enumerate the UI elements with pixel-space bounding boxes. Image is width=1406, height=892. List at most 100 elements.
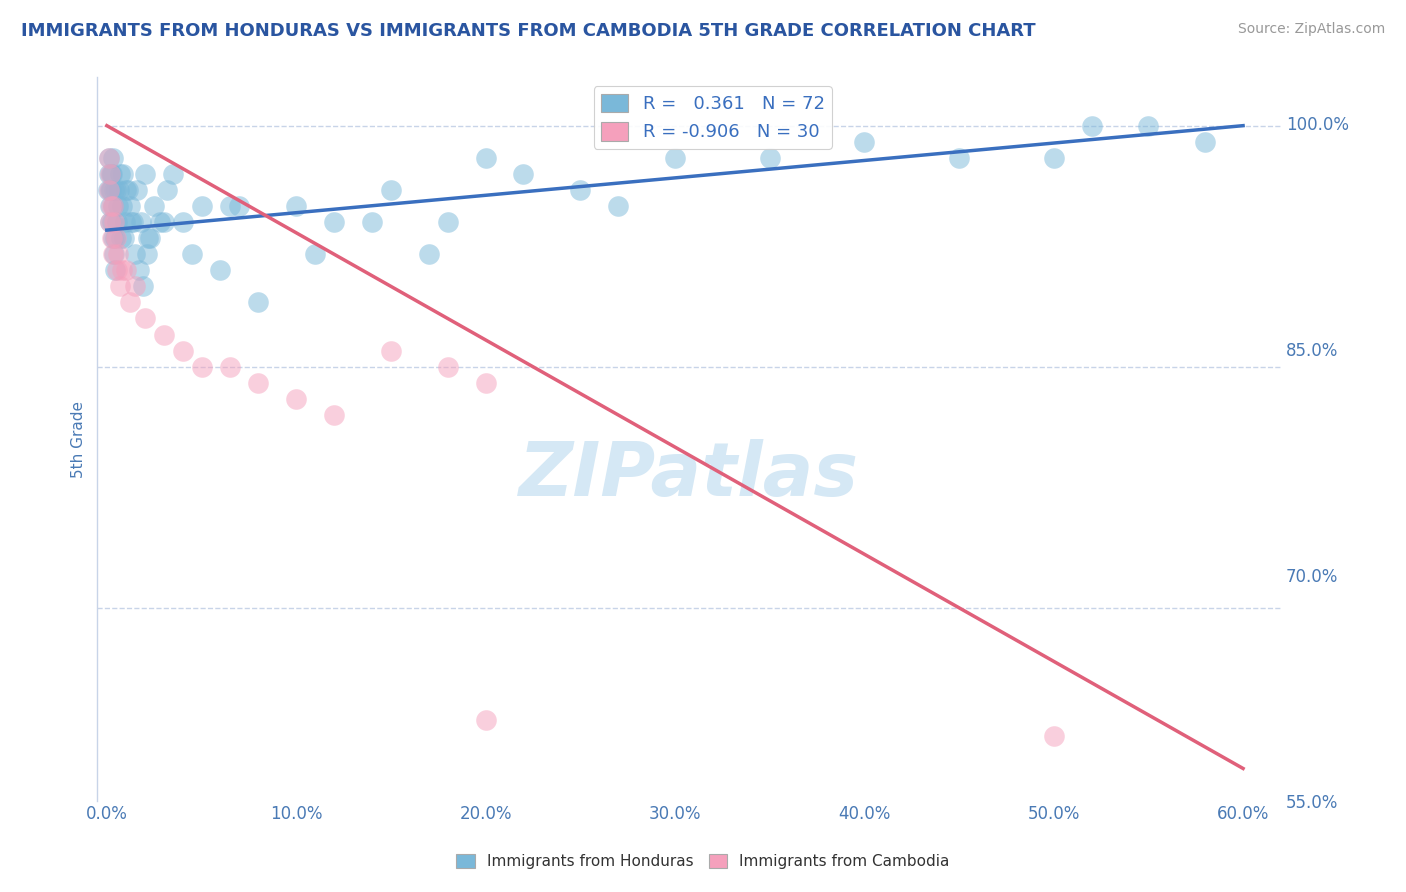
- Point: [758, 151, 780, 165]
- Point: [569, 183, 592, 197]
- Point: [105, 231, 128, 245]
- Point: [111, 199, 134, 213]
- Point: [120, 215, 142, 229]
- Point: [474, 376, 496, 390]
- Point: [98, 183, 121, 197]
- Point: [209, 263, 232, 277]
- Point: [436, 215, 458, 229]
- Point: [108, 167, 131, 181]
- Point: [361, 215, 384, 229]
- Point: [172, 215, 194, 229]
- Point: [103, 247, 125, 261]
- Point: [129, 215, 152, 229]
- Point: [114, 215, 136, 229]
- Point: [98, 167, 121, 181]
- Point: [107, 247, 129, 261]
- Point: [127, 183, 149, 197]
- Text: IMMIGRANTS FROM HONDURAS VS IMMIGRANTS FROM CAMBODIA 5TH GRADE CORRELATION CHART: IMMIGRANTS FROM HONDURAS VS IMMIGRANTS F…: [21, 22, 1036, 40]
- Point: [104, 231, 127, 245]
- Point: [1080, 119, 1102, 133]
- Point: [105, 215, 128, 229]
- Point: [114, 183, 136, 197]
- Point: [118, 199, 141, 213]
- Point: [149, 215, 172, 229]
- Point: [607, 199, 630, 213]
- Point: [100, 231, 122, 245]
- Point: [304, 247, 326, 261]
- Point: [100, 199, 122, 213]
- Point: [104, 263, 127, 277]
- Point: [162, 167, 184, 181]
- Point: [100, 183, 122, 197]
- Point: [118, 295, 141, 310]
- Point: [181, 247, 204, 261]
- Point: [1194, 135, 1216, 149]
- Point: [172, 343, 194, 358]
- Point: [124, 247, 146, 261]
- Point: [474, 151, 496, 165]
- Point: [97, 183, 120, 197]
- Point: [219, 199, 242, 213]
- Text: ZIPatlas: ZIPatlas: [519, 439, 859, 512]
- Point: [103, 215, 125, 229]
- Point: [285, 199, 308, 213]
- Point: [436, 359, 458, 374]
- Point: [103, 247, 125, 261]
- Point: [323, 408, 346, 422]
- Point: [101, 231, 124, 245]
- Point: [190, 359, 212, 374]
- Legend: R =   0.361   N = 72, R = -0.906   N = 30: R = 0.361 N = 72, R = -0.906 N = 30: [593, 87, 832, 149]
- Point: [152, 215, 174, 229]
- Point: [380, 183, 402, 197]
- Point: [143, 199, 166, 213]
- Legend: Immigrants from Honduras, Immigrants from Cambodia: Immigrants from Honduras, Immigrants fro…: [450, 848, 956, 875]
- Point: [285, 392, 308, 406]
- Point: [103, 151, 125, 165]
- Point: [1042, 729, 1064, 743]
- Point: [380, 343, 402, 358]
- Point: [98, 167, 121, 181]
- Point: [152, 327, 174, 342]
- Point: [124, 279, 146, 293]
- Point: [512, 167, 534, 181]
- Point: [108, 279, 131, 293]
- Point: [108, 183, 131, 197]
- Point: [323, 215, 346, 229]
- Point: [122, 215, 145, 229]
- Point: [138, 231, 160, 245]
- Point: [228, 199, 250, 213]
- Point: [98, 183, 121, 197]
- Point: [111, 167, 134, 181]
- Text: Source: ZipAtlas.com: Source: ZipAtlas.com: [1237, 22, 1385, 37]
- Point: [98, 215, 121, 229]
- Point: [219, 359, 242, 374]
- Point: [135, 247, 157, 261]
- Y-axis label: 5th Grade: 5th Grade: [72, 401, 86, 477]
- Point: [98, 199, 121, 213]
- Point: [114, 263, 136, 277]
- Point: [139, 231, 162, 245]
- Point: [134, 167, 156, 181]
- Point: [664, 151, 686, 165]
- Point: [112, 231, 135, 245]
- Point: [853, 135, 876, 149]
- Point: [111, 263, 134, 277]
- Point: [101, 199, 124, 213]
- Point: [132, 279, 155, 293]
- Point: [190, 199, 212, 213]
- Point: [247, 295, 270, 310]
- Point: [128, 263, 150, 277]
- Point: [247, 376, 270, 390]
- Point: [97, 151, 120, 165]
- Point: [100, 167, 122, 181]
- Point: [110, 231, 132, 245]
- Point: [107, 199, 129, 213]
- Point: [948, 151, 970, 165]
- Point: [97, 151, 120, 165]
- Point: [1042, 151, 1064, 165]
- Point: [117, 183, 139, 197]
- Point: [156, 183, 179, 197]
- Point: [105, 263, 128, 277]
- Point: [101, 199, 124, 213]
- Point: [103, 183, 125, 197]
